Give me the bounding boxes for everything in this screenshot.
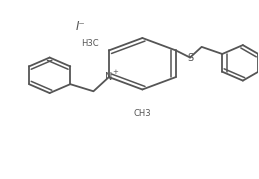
Text: H3C: H3C	[81, 39, 99, 48]
Text: CH3: CH3	[134, 109, 151, 118]
Text: N: N	[105, 72, 113, 82]
Text: +: +	[112, 69, 118, 75]
Text: I⁻: I⁻	[76, 20, 85, 33]
Text: S: S	[187, 52, 193, 62]
